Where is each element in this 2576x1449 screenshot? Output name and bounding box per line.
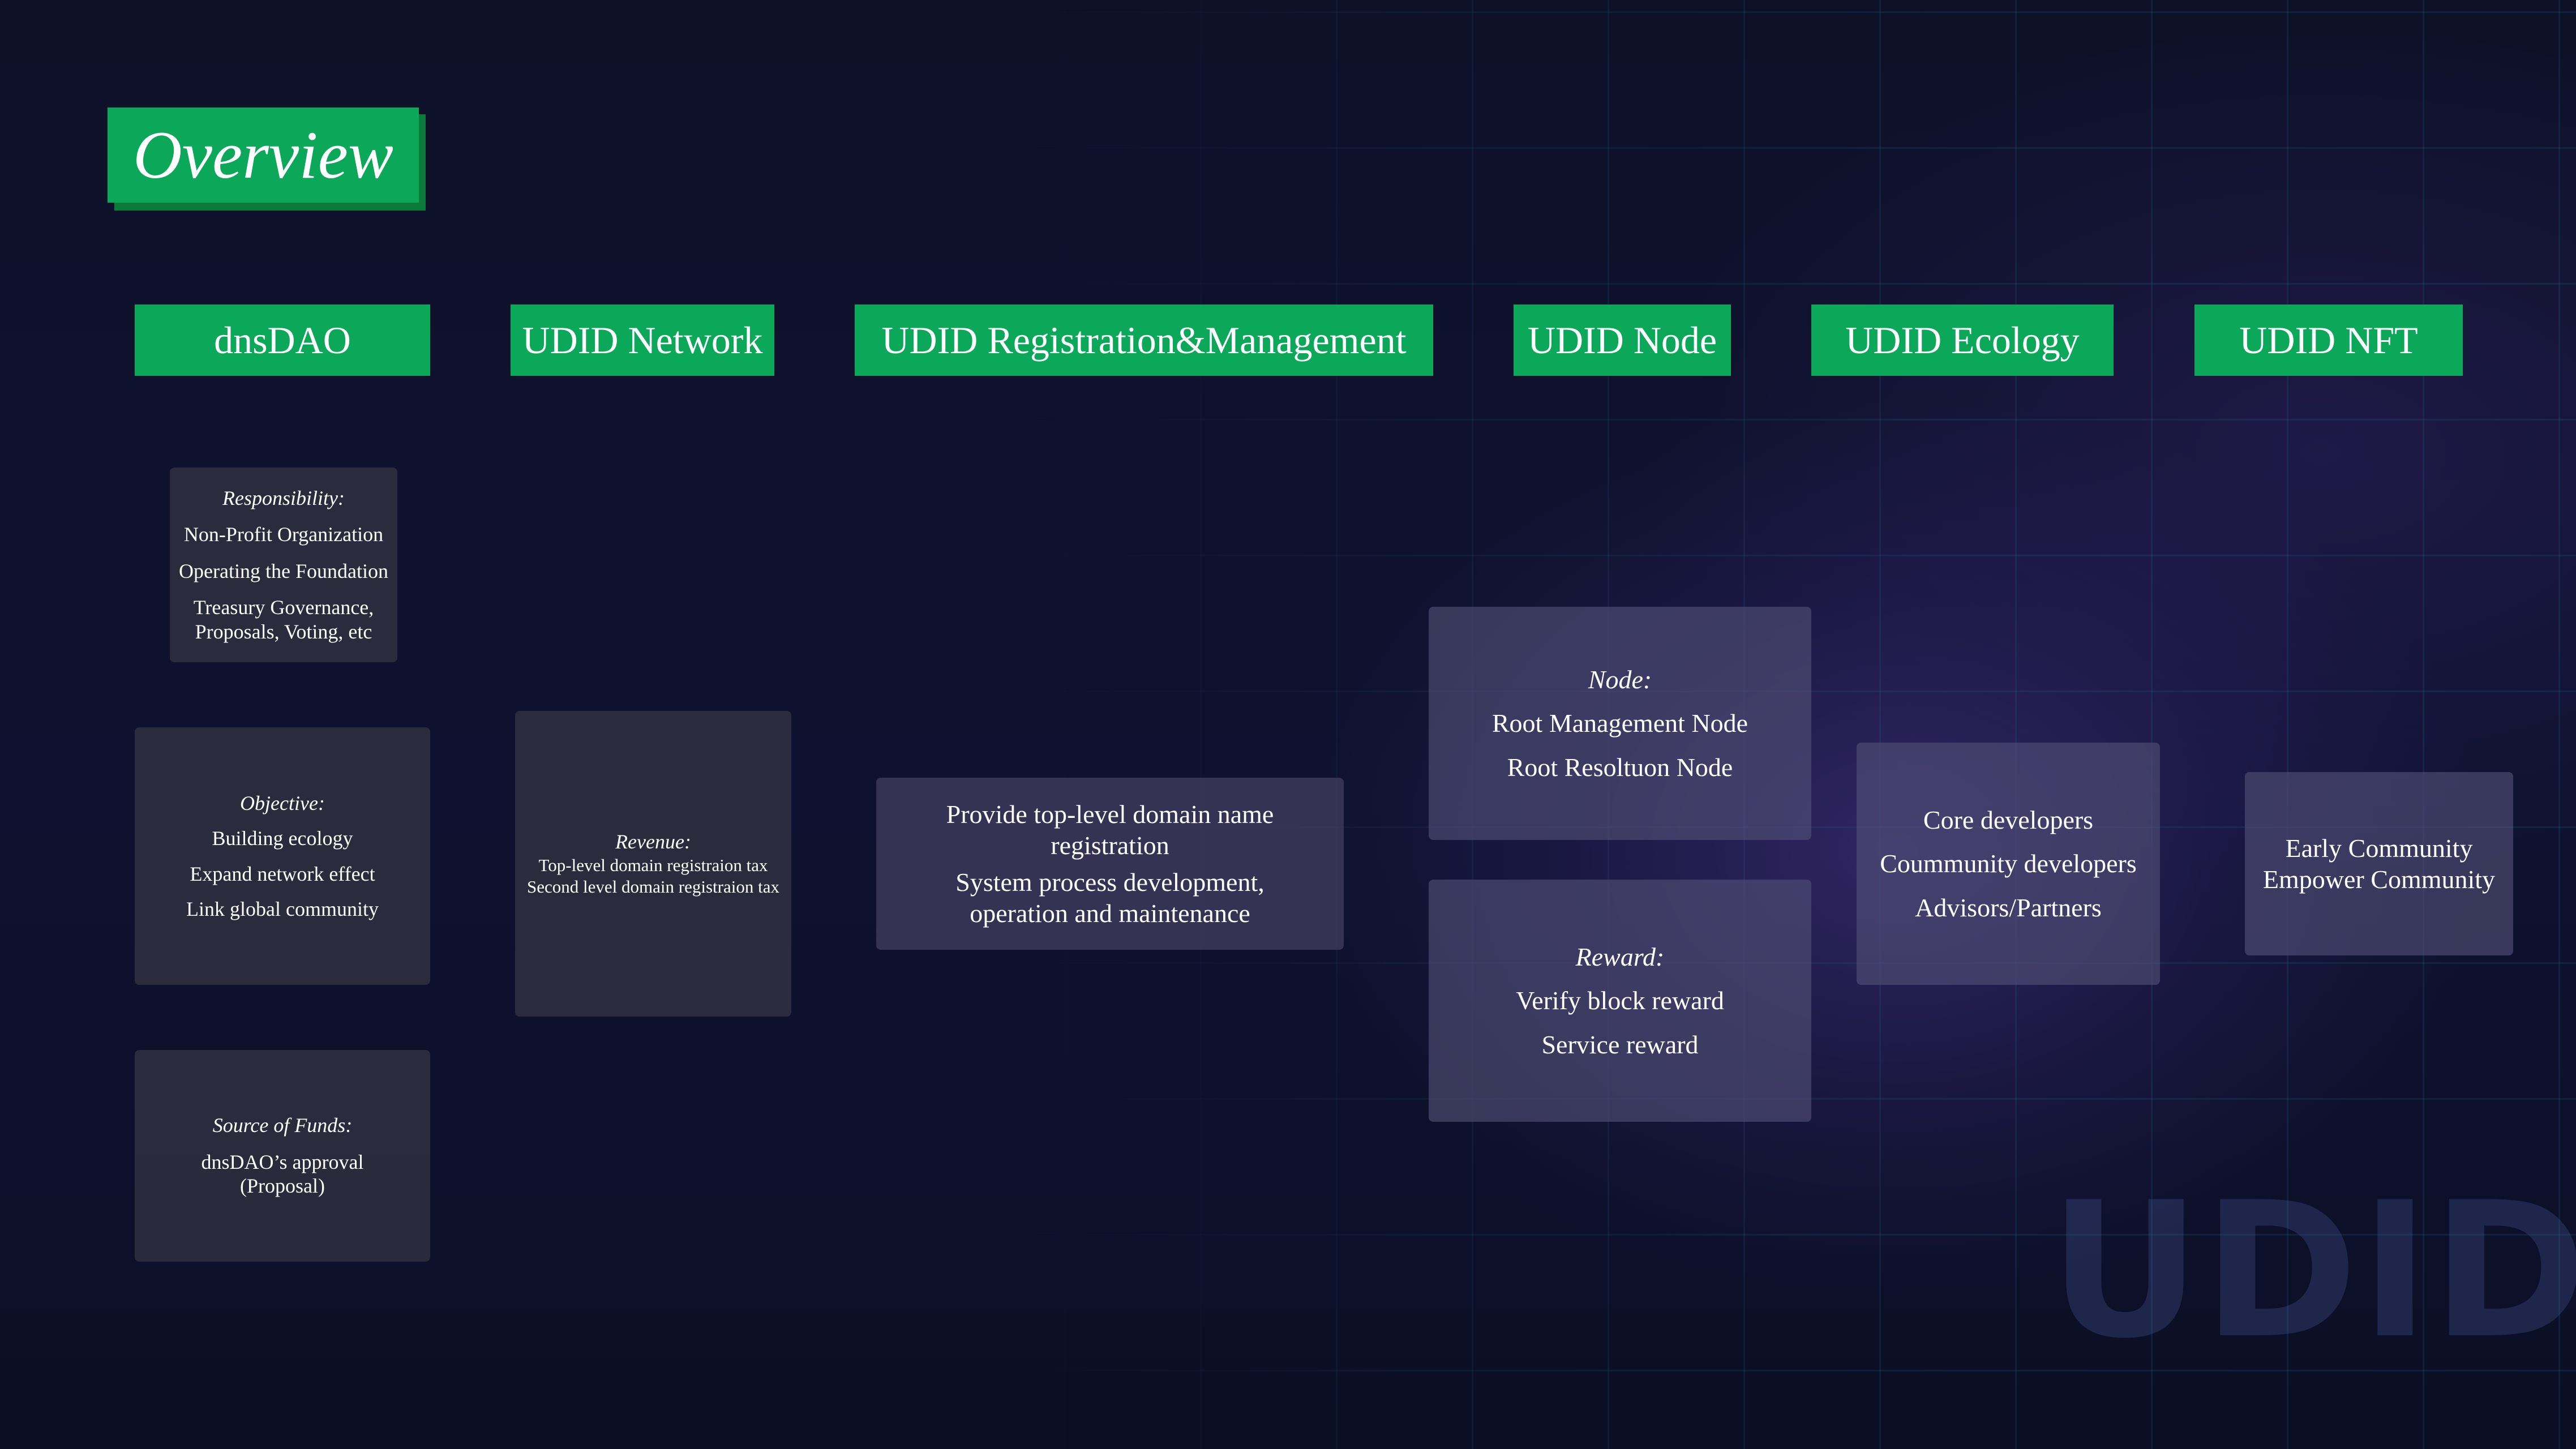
list-item: Operating the Foundation [179, 559, 388, 582]
revenue-card: Revenue: Top-level domain registraion ta… [515, 711, 791, 1017]
reward-label: Reward: [1575, 942, 1665, 972]
list-item: Top-level domain registraion tax [538, 855, 768, 876]
node-card: Node: Root Management Node Root Resoltuo… [1429, 607, 1811, 840]
page-title: Overview [108, 108, 419, 203]
objective-label: Objective: [240, 791, 325, 814]
udid-watermark: UDID [2049, 1162, 2576, 1379]
list-item: Root Management Node [1491, 709, 1748, 738]
list-item: Root Resoltuon Node [1507, 752, 1733, 782]
list-item: Empower Community [2262, 865, 2496, 894]
reward-card: Reward: Verify block reward Service rewa… [1429, 880, 1811, 1122]
list-item: Provide top-level domain name [946, 799, 1274, 829]
objective-card: Objective: Building ecology Expand netwo… [135, 727, 430, 985]
list-item: Expand network effect [190, 862, 375, 885]
list-item: Core developers [1923, 805, 2094, 835]
source-of-funds-card: Source of Funds: dnsDAO’s approval (Prop… [135, 1050, 430, 1262]
list-item: Advisors/Partners [1915, 893, 2102, 922]
list-item: Second level domain registraion tax [527, 876, 779, 897]
list-item: Non-Profit Organization [183, 523, 384, 546]
list-item: (Proposal) [240, 1174, 325, 1198]
registration-card: Provide top-level domain name registrati… [876, 778, 1344, 950]
nft-card: Early Community Empower Community [2245, 772, 2513, 955]
list-item: Early Community [2285, 833, 2473, 863]
ecology-card: Core developers Coummunity developers Ad… [1857, 743, 2160, 985]
list-item: Proposals, Voting, etc [195, 620, 372, 643]
list-item: registration [1051, 830, 1169, 860]
source-of-funds-label: Source of Funds: [212, 1114, 353, 1137]
list-item: Coummunity developers [1880, 849, 2137, 878]
tab-udid-nft: UDID NFT [2194, 305, 2463, 376]
tab-udid-ecology: UDID Ecology [1811, 305, 2114, 376]
responsibility-card: Responsibility: Non-Profit Organization … [170, 468, 397, 662]
tab-dnsdao: dnsDAO [135, 305, 430, 376]
list-item: System process development, [955, 868, 1265, 897]
tab-udid-registration: UDID Registration&Management [855, 305, 1433, 376]
list-item: Building ecology [212, 827, 353, 850]
tab-udid-node: UDID Node [1514, 305, 1731, 376]
tab-udid-network: UDID Network [511, 305, 774, 376]
list-item: Link global community [186, 897, 379, 920]
list-item: operation and maintenance [970, 899, 1250, 928]
list-item: Service reward [1541, 1030, 1699, 1059]
responsibility-label: Responsibility: [222, 486, 345, 509]
list-item: dnsDAO’s approval [201, 1150, 364, 1173]
node-label: Node: [1588, 665, 1652, 695]
list-item: Treasury Governance, [193, 596, 374, 619]
list-item: Verify block reward [1516, 986, 1724, 1015]
revenue-label: Revenue: [615, 830, 691, 854]
